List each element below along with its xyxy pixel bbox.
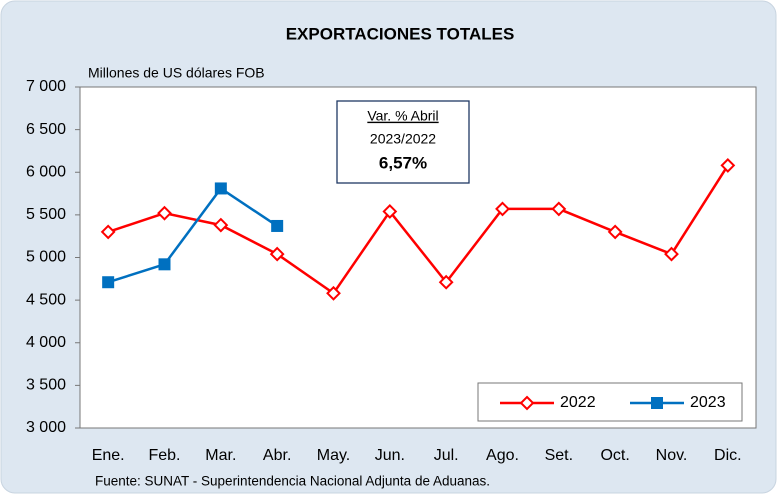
point bbox=[607, 224, 623, 240]
series-line bbox=[107, 164, 729, 296]
point bbox=[214, 182, 227, 195]
x-tick-label: Ago. bbox=[486, 447, 519, 464]
y-tick-label: 3 000 bbox=[26, 419, 66, 436]
point bbox=[157, 205, 172, 221]
x-tick-label: Jul. bbox=[434, 447, 459, 464]
source: Fuente: SUNAT - Superintendencia Naciona… bbox=[95, 474, 490, 489]
annotation-box bbox=[336, 100, 470, 184]
point bbox=[720, 158, 736, 173]
point bbox=[326, 285, 341, 301]
annotation-value: 6,57% bbox=[379, 153, 427, 172]
x-tick-label: May. bbox=[317, 447, 350, 464]
x-tick-label: Oct. bbox=[600, 447, 629, 464]
point bbox=[664, 246, 679, 262]
x-tick-label: Abr. bbox=[263, 447, 291, 464]
point bbox=[438, 274, 454, 290]
y-axis-label: Millones de US dólares FOB bbox=[88, 65, 265, 81]
legend-marker bbox=[651, 397, 663, 409]
x-tick-label: Mar. bbox=[205, 447, 236, 464]
x-tick-label: Jun. bbox=[375, 447, 405, 464]
point bbox=[271, 219, 284, 232]
x-tick-label: Feb. bbox=[148, 447, 180, 464]
point bbox=[158, 258, 171, 271]
point bbox=[213, 217, 229, 233]
point bbox=[269, 246, 285, 262]
legend-label: 2023 bbox=[690, 394, 726, 411]
x-tick-label: Nov. bbox=[656, 447, 688, 464]
y-tick-label: 4 000 bbox=[26, 334, 66, 351]
legend-marker bbox=[519, 395, 535, 411]
x-tick-label: Ene. bbox=[92, 447, 125, 464]
point bbox=[382, 204, 398, 219]
y-tick-label: 6 500 bbox=[26, 121, 66, 138]
y-tick-label: 3 500 bbox=[26, 377, 66, 394]
point bbox=[495, 201, 510, 217]
x-tick-label: Dic. bbox=[714, 447, 742, 464]
y-tick-label: 5 500 bbox=[26, 206, 66, 223]
y-tick-label: 6 000 bbox=[26, 163, 66, 180]
point bbox=[100, 224, 116, 240]
annotation-period: 2023/2022 bbox=[370, 131, 436, 147]
chart-title: EXPORTACIONES TOTALES bbox=[286, 24, 515, 43]
y-tick-label: 4 500 bbox=[26, 291, 66, 308]
point bbox=[102, 276, 115, 289]
series-line bbox=[107, 186, 278, 284]
x-tick-label: Set. bbox=[545, 447, 573, 464]
y-tick-label: 5 000 bbox=[26, 249, 66, 266]
y-tick-label: 7 000 bbox=[26, 78, 66, 95]
point bbox=[551, 201, 567, 217]
legend-label: 2022 bbox=[560, 394, 596, 411]
annotation-heading: Var. % Abril bbox=[367, 108, 438, 124]
